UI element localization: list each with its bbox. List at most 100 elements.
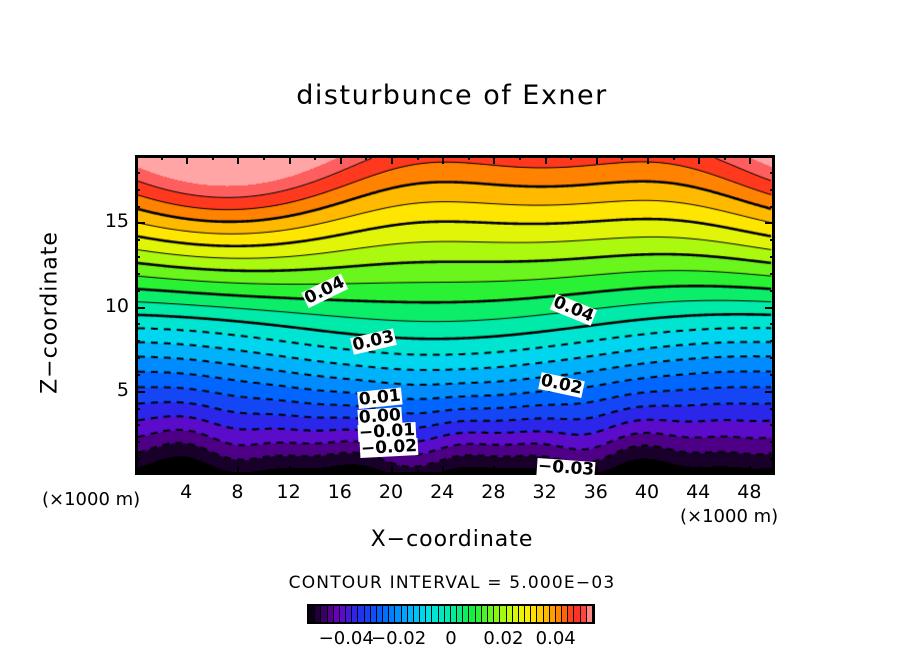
contour-field-canvas xyxy=(138,158,772,472)
colorbar-segment xyxy=(525,606,532,622)
colorbar xyxy=(307,604,595,624)
x-tick-top xyxy=(339,155,342,164)
x-tick-label: 32 xyxy=(532,481,557,503)
x-tick-label: 8 xyxy=(231,481,244,503)
y-tick-right xyxy=(770,239,775,242)
x-tick-bottom xyxy=(749,466,752,475)
y-tick-left xyxy=(135,357,140,360)
colorbar-segment xyxy=(438,606,445,622)
colorbar-segment xyxy=(413,606,421,622)
x-axis-unit-label: (×1000 m) xyxy=(680,506,779,527)
colorbar-segment xyxy=(315,606,322,622)
contour-interval-caption: CONTOUR INTERVAL = 5.000E−03 xyxy=(288,573,616,593)
colorbar-segment xyxy=(444,606,451,622)
x-tick-top xyxy=(493,155,496,164)
x-tick-bottom xyxy=(621,470,624,475)
x-tick-top xyxy=(442,155,445,164)
x-tick-bottom xyxy=(237,466,240,475)
colorbar-segment xyxy=(401,606,408,622)
y-tick-left xyxy=(135,289,140,292)
colorbar-segment xyxy=(500,606,507,622)
y-tick-label: 5 xyxy=(116,378,129,401)
x-tick-bottom xyxy=(672,470,675,475)
y-tick-right xyxy=(770,323,775,326)
x-tick-top xyxy=(672,155,675,160)
colorbar-segment xyxy=(494,606,501,622)
colorbar-segment xyxy=(506,606,513,622)
x-tick-top xyxy=(570,155,573,160)
x-tick-top xyxy=(723,155,726,160)
x-tick-top xyxy=(544,155,547,164)
y-tick-right xyxy=(770,373,775,376)
y-tick-right xyxy=(770,357,775,360)
contour-label: −0.02 xyxy=(359,436,419,459)
colorbar-segment xyxy=(432,606,439,622)
colorbar-segment xyxy=(389,606,396,622)
colorbar-segment xyxy=(580,606,587,622)
colorbar-tick-label: −0.02 xyxy=(371,628,427,649)
x-tick-bottom xyxy=(339,466,342,475)
colorbar-segment xyxy=(346,606,353,622)
x-tick-top xyxy=(416,155,419,160)
y-tick-left xyxy=(135,424,140,427)
y-tick-right xyxy=(770,256,775,259)
colorbar-segment xyxy=(469,606,476,622)
x-tick-top xyxy=(288,155,291,164)
x-tick-top xyxy=(519,155,521,160)
x-tick-top xyxy=(749,155,752,164)
colorbar-segment xyxy=(309,606,316,622)
colorbar-segment xyxy=(574,606,581,622)
colorbar-tick-label: 0 xyxy=(445,628,457,649)
x-tick-label: 40 xyxy=(634,481,660,503)
y-tick-left xyxy=(135,256,140,259)
colorbar-segment xyxy=(420,606,427,622)
x-tick-bottom xyxy=(595,466,598,475)
colorbar-segment xyxy=(321,606,328,622)
colorbar-segment xyxy=(450,606,458,622)
x-tick-bottom xyxy=(391,466,393,475)
x-tick-bottom xyxy=(186,466,189,475)
y-tick-label: 10 xyxy=(104,294,129,317)
x-tick-top xyxy=(647,155,649,164)
x-tick-label: 24 xyxy=(430,481,455,503)
x-tick-top xyxy=(365,155,368,160)
y-tick-left xyxy=(135,205,140,208)
y-tick-left xyxy=(135,373,140,376)
x-tick-label: 48 xyxy=(737,481,762,503)
x-tick-top xyxy=(467,155,470,160)
x-tick-top xyxy=(621,155,624,160)
colorbar-tick-label: 0.04 xyxy=(535,628,576,649)
y-tick-left xyxy=(135,188,140,191)
y-tick-right xyxy=(770,205,775,208)
colorbar-segment xyxy=(426,606,433,622)
x-tick-bottom xyxy=(467,470,470,475)
colorbar-segment xyxy=(370,606,377,622)
colorbar-segment xyxy=(549,606,556,622)
colorbar-segment xyxy=(457,606,464,622)
y-tick-right xyxy=(770,340,775,343)
colorbar-segment xyxy=(475,606,482,622)
x-tick-label: 20 xyxy=(378,481,404,503)
x-tick-label: 12 xyxy=(276,481,301,503)
y-tick-left xyxy=(135,171,140,174)
y-tick-left xyxy=(135,458,140,461)
colorbar-segment xyxy=(487,606,495,622)
colorbar-segment xyxy=(518,606,526,622)
y-tick-left xyxy=(135,441,140,444)
x-tick-bottom xyxy=(519,470,521,475)
x-tick-bottom xyxy=(160,470,163,475)
x-tick-bottom xyxy=(647,466,649,475)
y-tick-left xyxy=(135,407,140,410)
colorbar-segment xyxy=(407,606,414,622)
colorbar-segment xyxy=(512,606,519,622)
y-tick-left xyxy=(135,390,145,393)
x-tick-bottom xyxy=(416,470,419,475)
colorbar-tick-label: 0.02 xyxy=(483,628,524,649)
x-tick-label: 44 xyxy=(686,481,711,503)
colorbar-segment xyxy=(383,606,390,622)
colorbar-segment xyxy=(339,606,347,622)
colorbar-segment xyxy=(555,606,563,622)
colorbar-segment xyxy=(537,606,544,622)
y-axis-unit-label: (×1000 m) xyxy=(42,489,141,510)
x-tick-top xyxy=(698,155,701,164)
